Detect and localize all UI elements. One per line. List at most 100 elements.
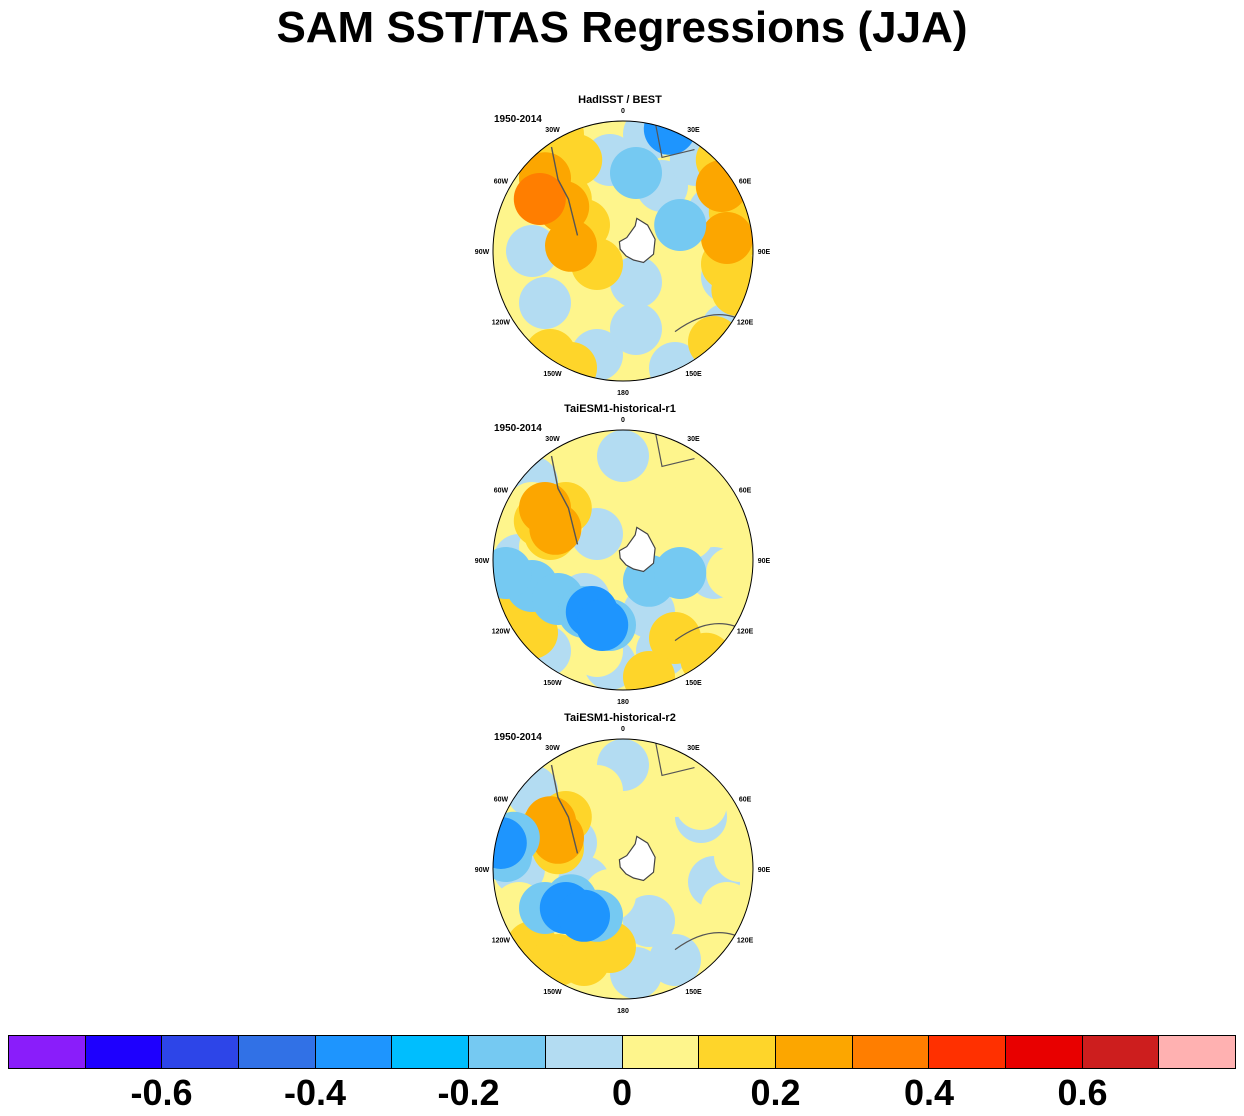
field-patch [714, 482, 753, 534]
colorbar-box [699, 1036, 776, 1068]
colorbar-box [1159, 1036, 1235, 1068]
map-border [492, 429, 754, 691]
field-patch [545, 219, 597, 272]
colorbar-box [1082, 1036, 1160, 1068]
colorbar-box [239, 1036, 316, 1068]
colorbar-tick-label: 0.4 [903, 1072, 955, 1113]
polar-map: 0 30E 60E 90E 120E 150E 180 150W 120W 90W 60W 30W [475, 108, 771, 396]
colorbar-tick-label: 0.6 [1057, 1072, 1108, 1113]
longitude-label: 150E [685, 371, 702, 378]
regression-field [493, 430, 753, 690]
field-patch [519, 482, 571, 534]
colorbar-tick-label: -0.2 [437, 1072, 500, 1113]
colorbar-tick-label: 0 [611, 1072, 633, 1113]
antarctica-coastline [618, 835, 656, 882]
field-patch [576, 599, 629, 651]
colorbar-box [545, 1036, 623, 1068]
longitude-label: 120W [492, 320, 511, 327]
field-patch [649, 765, 701, 817]
field-patch [688, 316, 740, 368]
panel-title: TaiESM1-historical-r1 [564, 403, 676, 415]
map-panel-taiesm1-r1: TaiESM1-historical-r1 1950-2014 0 30E 60E 9… [460, 403, 780, 705]
longitude-label: 180 [617, 390, 629, 396]
longitude-label: 0 [621, 726, 625, 733]
longitude-label: 120E [737, 938, 754, 945]
field-patch [701, 882, 753, 934]
colorbar-box [852, 1036, 930, 1068]
field-patch [610, 147, 662, 199]
south-america-coastline [550, 764, 579, 854]
longitude-label: 180 [617, 1008, 629, 1014]
longitude-label: 90E [758, 558, 771, 565]
colorbar-box [469, 1036, 546, 1068]
longitude-label: 150E [685, 680, 702, 687]
field-patch [558, 889, 610, 942]
field-patch [649, 342, 701, 381]
longitude-label: 90E [758, 249, 771, 256]
field-patch [711, 264, 753, 316]
longitude-label: 150W [543, 680, 562, 687]
longitude-label: 180 [617, 699, 629, 705]
map-border [492, 738, 754, 1000]
panel-title: HadISST / BEST [578, 94, 662, 106]
colorbar-box [85, 1036, 163, 1068]
antarctica-coastline [618, 217, 656, 264]
field-patch [662, 508, 714, 560]
colorbar-tick-label: -0.4 [283, 1072, 347, 1113]
colorbar-tick-labels: -0.6 -0.4 -0.2 0 0.2 0.4 0.6 [0, 1070, 1244, 1116]
colorbar [8, 1035, 1236, 1069]
longitude-label: 60E [739, 488, 752, 495]
map-border [492, 120, 754, 382]
longitude-label: 0 [621, 108, 625, 115]
field-patch [714, 830, 753, 882]
colorbar-box [775, 1036, 853, 1068]
field-patch [623, 895, 675, 947]
field-patch [654, 547, 707, 599]
longitude-label: 60W [494, 797, 509, 804]
panel-period: 1950-2014 [494, 732, 542, 743]
longitude-label: 60W [494, 488, 509, 495]
panel-title: TaiESM1-historical-r2 [564, 712, 676, 724]
field-patch [610, 303, 662, 355]
map-panel-hadisst: HadISST / BEST 1950-2014 0 30E 60E 90E 120E 1… [460, 94, 780, 396]
longitude-label: 30E [687, 436, 700, 443]
longitude-label: 90W [475, 558, 490, 565]
africa-coastline [654, 432, 695, 468]
colorbar-box [162, 1036, 240, 1068]
map-panel-taiesm1-r2: TaiESM1-historical-r2 1950-2014 0 30E 60E 9… [460, 712, 780, 1014]
field-patch [675, 456, 727, 508]
figure-title: SAM SST/TAS Regressions (JJA) [276, 3, 968, 52]
longitude-label: 30W [545, 745, 560, 752]
colorbar-tick-label: 0.2 [750, 1072, 801, 1113]
panel-period: 1950-2014 [494, 423, 542, 434]
field-patch [654, 199, 707, 251]
colorbar-tick-label: -0.6 [130, 1072, 193, 1113]
africa-coastline [654, 123, 695, 159]
colorbar-box [622, 1036, 700, 1068]
colorbar-box [315, 1036, 393, 1068]
field-patch [493, 817, 527, 869]
field-patch [519, 277, 571, 329]
antarctica-coastline [618, 526, 656, 573]
longitude-label: 120E [737, 629, 754, 636]
field-patch [597, 430, 649, 482]
longitude-label: 90W [475, 867, 490, 874]
panel-period: 1950-2014 [494, 114, 542, 125]
south-america-coastline [550, 146, 579, 236]
longitude-label: 60E [739, 179, 752, 186]
field-patch [623, 651, 675, 690]
field-patch [513, 173, 566, 225]
longitude-label: 150E [685, 989, 702, 996]
colorbar-box [392, 1036, 470, 1068]
longitude-label: 60W [494, 179, 509, 186]
longitude-label: 30E [687, 127, 700, 134]
longitude-label: 120W [492, 629, 511, 636]
africa-coastline [654, 741, 695, 777]
longitude-label: 60E [739, 797, 752, 804]
polar-map: 0 30E 60E 90E 120E 150E 180 150W 120W 90W 60W 30W [475, 726, 771, 1014]
longitude-label: 30E [687, 745, 700, 752]
field-patch [610, 256, 662, 309]
longitude-label: 90E [758, 867, 771, 874]
longitude-label: 30W [545, 127, 560, 134]
longitude-label: 120W [492, 938, 511, 945]
